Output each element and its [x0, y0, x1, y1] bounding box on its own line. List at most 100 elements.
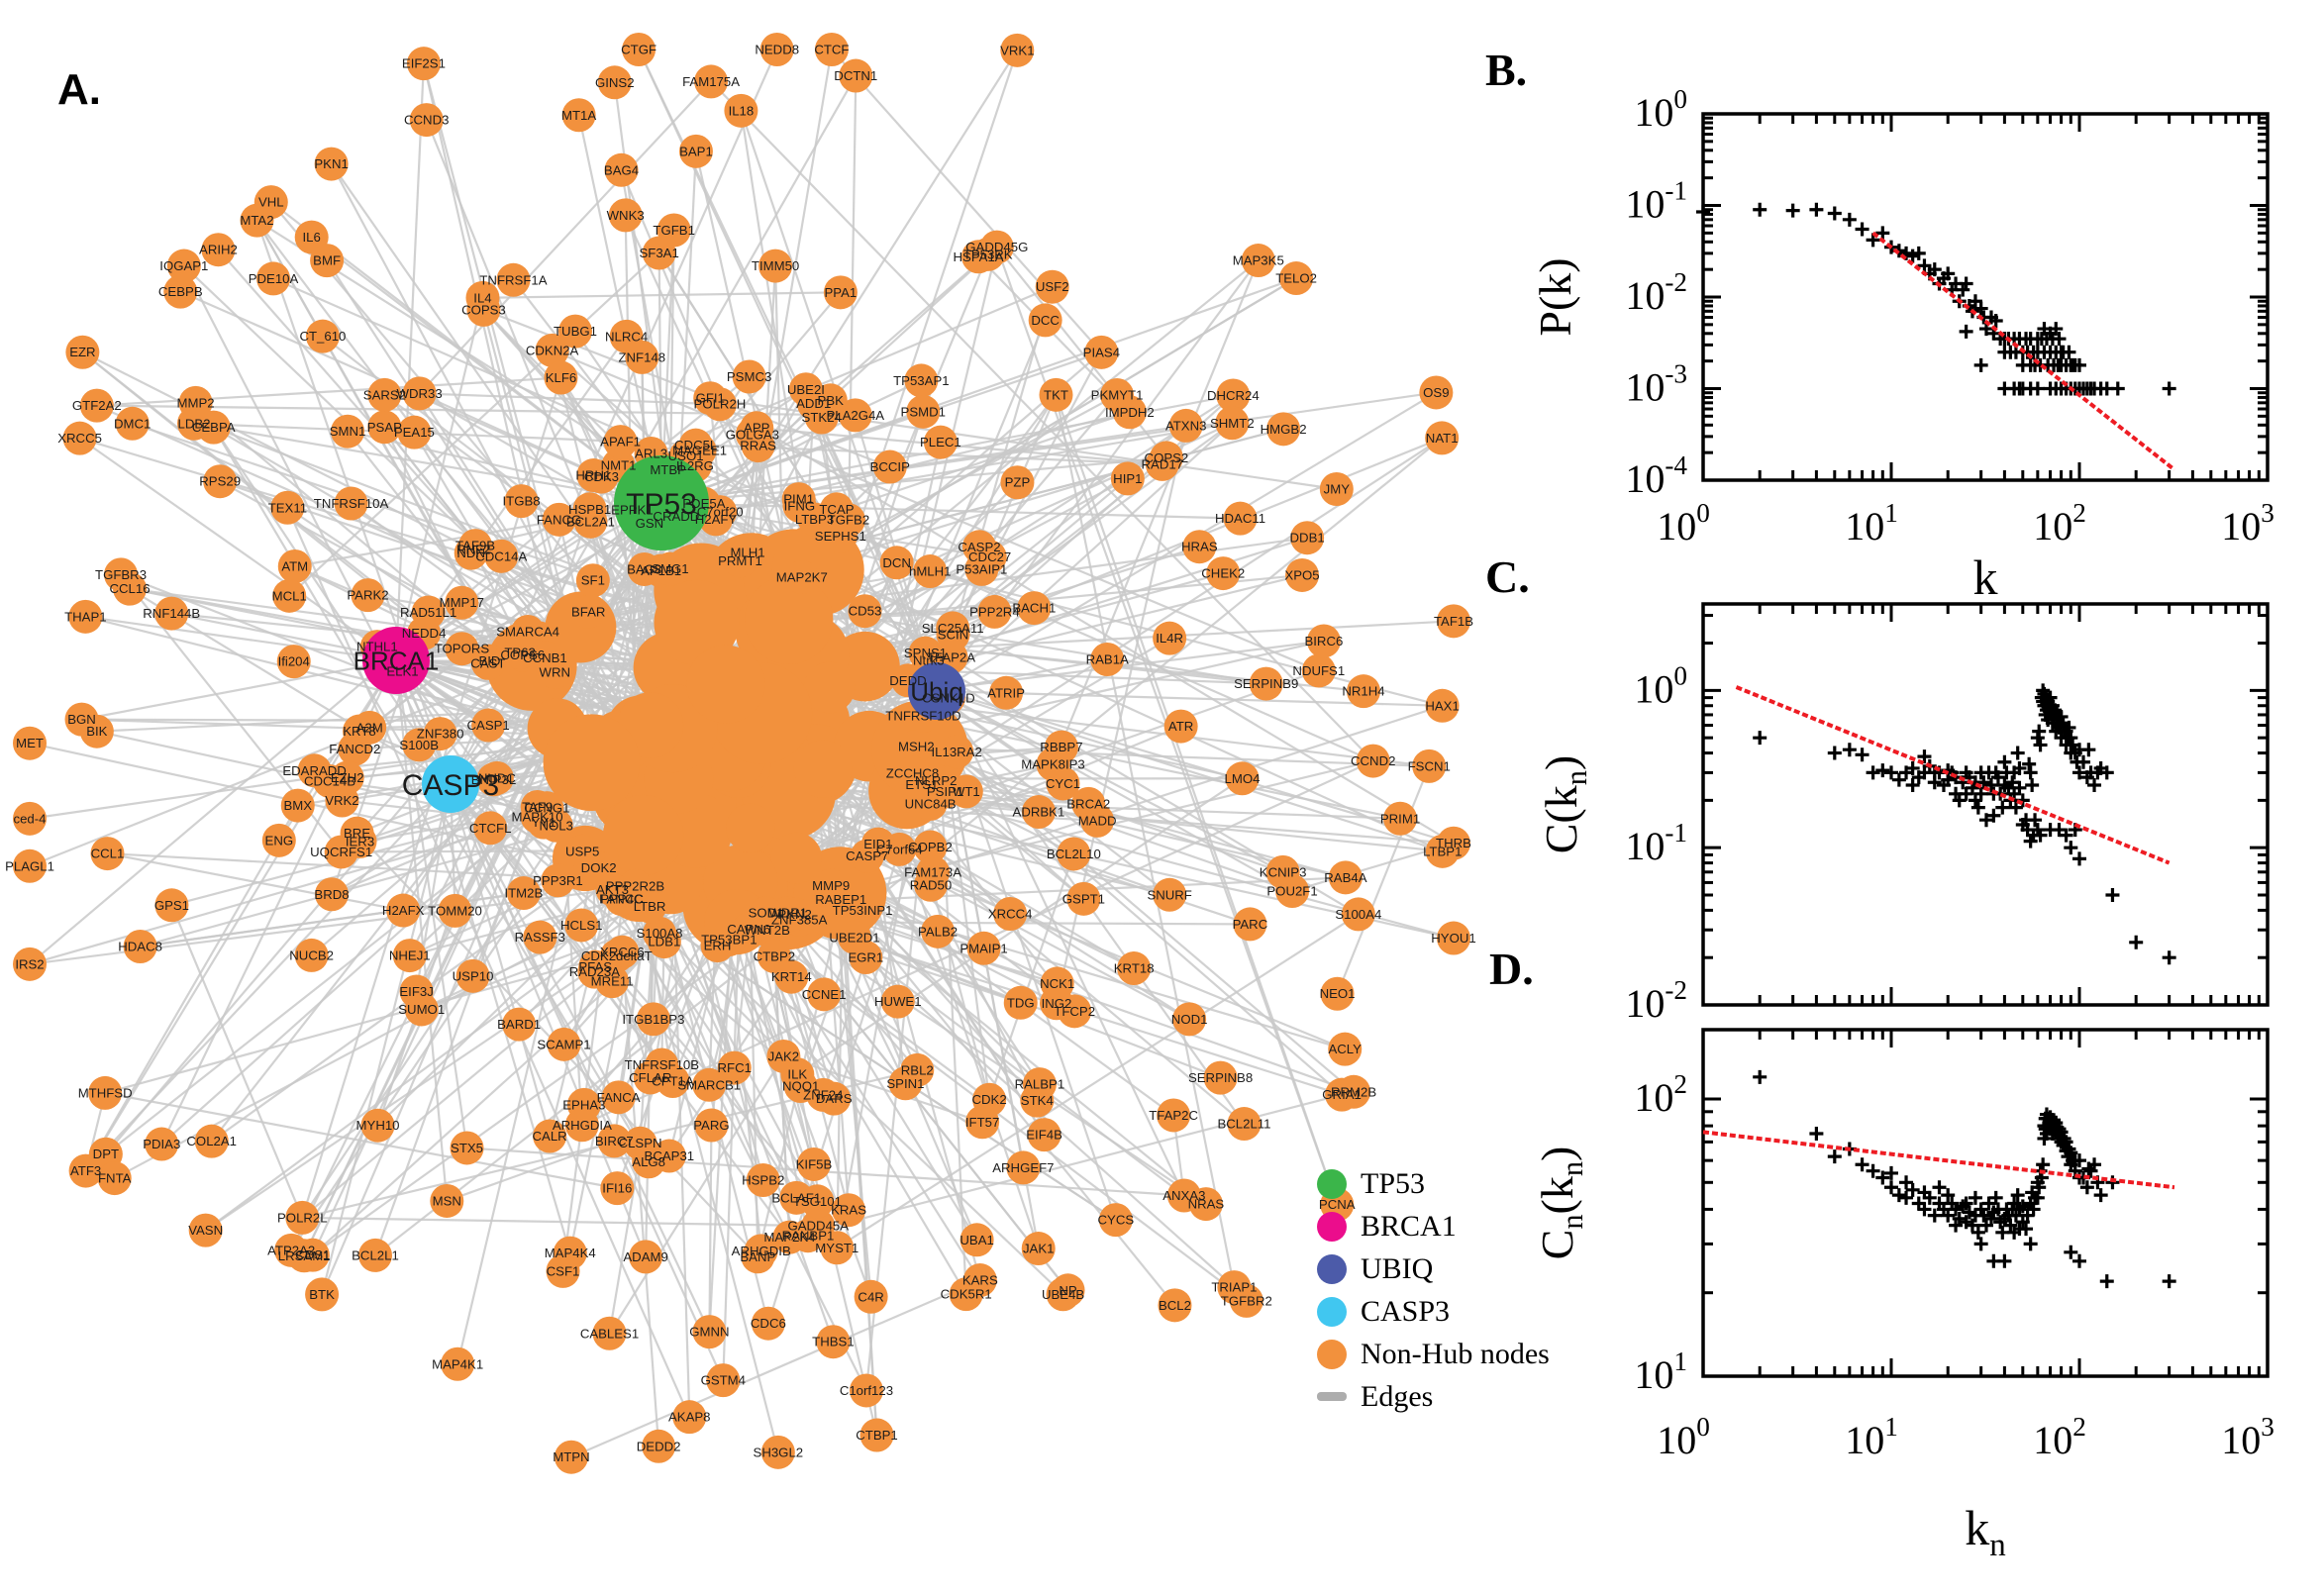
- svg-text:MAP4K1: MAP4K1: [432, 1356, 483, 1371]
- hub-label-ubiq: Ubiq: [910, 676, 962, 706]
- svg-text:NAT1: NAT1: [1426, 431, 1459, 446]
- svg-text:PRMT1: PRMT1: [718, 553, 762, 568]
- svg-text:RAD23A: RAD23A: [569, 964, 621, 979]
- svg-text:RPS29: RPS29: [199, 474, 241, 489]
- svg-text:PDIA3: PDIA3: [143, 1137, 180, 1151]
- svg-text:LDB1: LDB1: [648, 935, 680, 949]
- svg-text:WRN: WRN: [540, 664, 571, 679]
- svg-text:CDK5R1: CDK5R1: [941, 1287, 992, 1302]
- svg-text:NLRC4: NLRC4: [605, 329, 648, 344]
- svg-text:PARC: PARC: [1233, 917, 1268, 932]
- svg-text:MAGEE1: MAGEE1: [672, 444, 727, 458]
- svg-text:BRCA2: BRCA2: [1066, 796, 1110, 811]
- svg-text:PSAP: PSAP: [367, 420, 402, 435]
- svg-text:BMX: BMX: [283, 798, 312, 813]
- svg-text:UBE4B: UBE4B: [1042, 1287, 1084, 1302]
- svg-text:KRT8: KRT8: [343, 724, 375, 739]
- svg-text:Cn(kn): Cn(kn): [1532, 1147, 1589, 1260]
- legend-item-tp53: TP53: [1317, 1162, 1550, 1205]
- svg-text:EDARADD: EDARADD: [282, 763, 346, 778]
- svg-text:PDE5A: PDE5A: [682, 496, 725, 511]
- svg-text:NUDC: NUDC: [478, 770, 517, 785]
- svg-text:SMARCB1: SMARCB1: [677, 1077, 741, 1092]
- svg-text:AP1B1: AP1B1: [641, 563, 681, 578]
- svg-text:EIF4B: EIF4B: [1026, 1128, 1062, 1143]
- svg-text:CFLAR: CFLAR: [629, 1070, 671, 1085]
- svg-text:FANCG: FANCG: [537, 512, 581, 527]
- svg-text:CHEK2: CHEK2: [1201, 566, 1245, 581]
- svg-text:ARHGDIA: ARHGDIA: [553, 1118, 612, 1133]
- svg-text:ZNF385A: ZNF385A: [771, 912, 828, 927]
- svg-text:TNFRSF10B: TNFRSF10B: [625, 1057, 700, 1072]
- svg-text:STK4: STK4: [1021, 1093, 1054, 1108]
- panel-b-label: B.: [1485, 45, 1528, 95]
- svg-text:WDR33: WDR33: [397, 386, 443, 401]
- svg-text:103: 103: [2221, 498, 2274, 549]
- panel-a-label: A.: [57, 65, 101, 114]
- svg-text:NHEJ1: NHEJ1: [389, 948, 431, 963]
- svg-text:SH3GL2: SH3GL2: [754, 1445, 804, 1459]
- svg-text:AKAP8: AKAP8: [668, 1410, 711, 1425]
- svg-text:DEDD2: DEDD2: [637, 1439, 681, 1453]
- svg-text:ARL3: ARL3: [635, 447, 667, 461]
- svg-text:RAD17: RAD17: [1142, 456, 1184, 471]
- svg-text:TFAP2C: TFAP2C: [1149, 1108, 1198, 1123]
- svg-text:NLRP2: NLRP2: [915, 773, 958, 788]
- svg-text:UBE2D1: UBE2D1: [829, 930, 879, 945]
- svg-text:TNFRSF10D: TNFRSF10D: [885, 708, 960, 723]
- legend-node-icon: [1317, 1211, 1347, 1242]
- svg-text:NRAS: NRAS: [1188, 1197, 1225, 1212]
- svg-text:DDB1: DDB1: [1290, 531, 1325, 546]
- svg-text:DARS: DARS: [816, 1091, 853, 1106]
- svg-text:BACH1: BACH1: [1012, 601, 1056, 616]
- svg-text:S100B: S100B: [399, 738, 439, 752]
- svg-text:TDG: TDG: [1007, 995, 1035, 1010]
- svg-text:ITM2B: ITM2B: [504, 886, 543, 901]
- svg-text:PALB2: PALB2: [918, 924, 958, 939]
- svg-text:RAD50: RAD50: [910, 877, 953, 892]
- svg-text:TIMM50: TIMM50: [752, 258, 799, 273]
- svg-text:CTBP2: CTBP2: [754, 948, 796, 963]
- svg-text:LTBP3: LTBP3: [795, 512, 834, 527]
- legend-item-casp3: CASP3: [1317, 1290, 1550, 1333]
- svg-text:ATP2A2: ATP2A2: [267, 1243, 315, 1257]
- svg-text:RABEP1: RABEP1: [815, 892, 866, 907]
- svg-text:YY1: YY1: [532, 815, 556, 830]
- svg-text:IRS2: IRS2: [15, 956, 44, 971]
- svg-text:XRCC4: XRCC4: [988, 906, 1033, 921]
- svg-text:ATXN3: ATXN3: [1165, 418, 1207, 433]
- svg-text:CDS1: CDS1: [295, 1247, 330, 1262]
- svg-text:NCK1: NCK1: [1040, 976, 1074, 991]
- chart-panel-D: 100 101 102 103 102 101 kn Cn(kn): [1532, 1028, 2274, 1563]
- hub-node-brca1: [362, 627, 430, 694]
- svg-text:STK24: STK24: [802, 410, 842, 425]
- svg-text:ADRBK1: ADRBK1: [1013, 805, 1065, 820]
- svg-text:102: 102: [2033, 1412, 2086, 1462]
- svg-text:10-1: 10-1: [1625, 818, 1687, 868]
- svg-text:100: 100: [1634, 84, 1687, 135]
- svg-text:MTHFSD: MTHFSD: [78, 1085, 133, 1100]
- svg-text:DMC1: DMC1: [114, 416, 151, 431]
- svg-text:100: 100: [1634, 660, 1687, 711]
- svg-text:P53AIP1: P53AIP1: [956, 561, 1007, 576]
- svg-text:USP5: USP5: [565, 844, 599, 858]
- svg-text:HUWE1: HUWE1: [874, 994, 922, 1009]
- axis-tick-labels: 100 101 102 103 102 101: [1634, 1069, 2273, 1462]
- svg-text:SPIN1: SPIN1: [886, 1076, 924, 1091]
- legend-item-label: TP53: [1361, 1166, 1426, 1200]
- svg-text:TSG101: TSG101: [793, 1194, 842, 1209]
- svg-text:GFI1: GFI1: [696, 391, 725, 406]
- svg-text:ced-4: ced-4: [14, 811, 47, 826]
- svg-text:MADD: MADD: [1078, 813, 1117, 828]
- svg-text:PPP2R4: PPP2R4: [969, 604, 1020, 619]
- svg-text:DPT: DPT: [93, 1147, 119, 1161]
- svg-text:KRT18: KRT18: [1114, 961, 1155, 976]
- svg-text:CDK3: CDK3: [584, 469, 619, 484]
- svg-text:UBA1: UBA1: [960, 1233, 993, 1247]
- svg-text:ENG: ENG: [265, 833, 294, 848]
- svg-text:A2M: A2M: [356, 720, 383, 735]
- svg-text:USP10: USP10: [453, 968, 494, 983]
- svg-text:Ifi204: Ifi204: [278, 654, 310, 669]
- svg-text:TFAP2A: TFAP2A: [927, 649, 975, 664]
- svg-text:C4R: C4R: [858, 1289, 883, 1304]
